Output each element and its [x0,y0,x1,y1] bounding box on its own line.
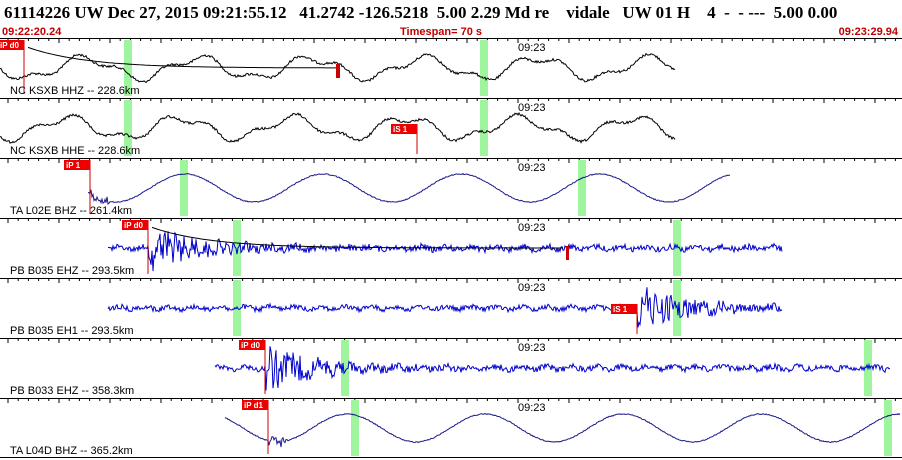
phase-pick-box[interactable] [122,220,148,230]
green-marker [480,40,488,96]
phase-pick-label: iS 1 [393,125,408,134]
phase-pick-label: iP d0 [241,341,261,350]
green-marker [351,400,359,456]
trace-row[interactable]: iP d0 09:23 PB B035 EHZ -- 293.5km [0,218,902,277]
trace-time-label: 09:23 [518,222,546,234]
waveform [107,231,783,272]
green-marker [578,160,586,216]
coda-curve [151,226,563,249]
station-label: NC KSXB HHZ -- 228.6km [10,85,140,97]
phase-pick-box[interactable] [239,340,265,350]
waveform [0,52,676,84]
seismogram-panel[interactable]: iP d0 09:23 NC KSXB HHZ -- 228.6km iS 1 09:2… [0,38,902,460]
waveform [0,111,676,144]
event-summary-title: 61114226 UW Dec 27, 2015 09:21:55.12 41.… [4,3,838,22]
trace-time-label: 09:23 [518,282,546,294]
station-label: NC KSXB HHE -- 228.6km [10,145,140,157]
phase-pick-box[interactable] [391,124,417,134]
green-marker [124,40,132,96]
green-marker [180,160,188,216]
phase-pick-box[interactable] [242,400,268,410]
event-header: 61114226 UW Dec 27, 2015 09:21:55.12 41.… [0,0,902,40]
timespan-label: Timespan= 70 s [400,26,483,38]
phase-pick-label: iP 1 [66,161,81,170]
phase-pick-box[interactable] [611,304,637,314]
trace-row[interactable]: iS 1 09:23 NC KSXB HHE -- 228.6km [0,98,902,157]
amplitude-marker [566,246,569,260]
phase-pick-label: iS 1 [613,305,628,314]
trace-row[interactable]: iP d1 09:23 TA L04D BHZ -- 365.2km [0,398,902,457]
phase-pick-label: iP d1 [244,401,264,410]
green-marker [233,280,241,336]
phase-pick-label: iP d0 [0,41,20,50]
trace-row[interactable]: iP d0 09:23 NC KSXB HHZ -- 228.6km [0,38,902,97]
station-label: TA L02E BHZ -- 261.4km [10,205,132,217]
trace-row[interactable]: iS 1 09:23 PB B035 EH1 -- 293.5km [0,278,902,337]
coda-curve [27,46,340,69]
waveform [87,172,731,205]
amplitude-marker [336,64,340,78]
trace-row[interactable]: iP 1 09:23 TA L02E BHZ -- 261.4km [0,158,902,217]
trace-time-label: 09:23 [518,342,546,354]
green-marker [124,100,132,156]
trace-time-label: 09:23 [518,102,546,114]
trace-time-label: 09:23 [518,402,546,414]
phase-pick-box[interactable] [64,160,90,170]
green-marker [233,220,241,276]
station-label: PB B033 EHZ -- 358.3km [10,385,134,397]
station-label: PB B035 EH1 -- 293.5km [10,325,134,337]
trace-time-label: 09:23 [518,162,546,174]
waveform [107,287,783,328]
green-marker [480,100,488,156]
green-marker [884,400,892,456]
green-marker [341,340,349,396]
waveform [224,413,901,448]
end-time-label: 09:23:29.94 [838,26,898,38]
phase-pick-label: iP d0 [124,221,144,230]
trace-time-label: 09:23 [518,42,546,54]
green-marker [673,220,681,276]
station-label: PB B035 EHZ -- 293.5km [10,265,134,277]
station-label: TA L04D BHZ -- 365.2km [10,445,133,457]
phase-pick-box[interactable] [0,40,24,50]
trace-row[interactable]: iP d0 09:23 PB B033 EHZ -- 358.3km [0,338,902,397]
start-time-label: 09:22:20.24 [2,26,62,38]
waveform [214,346,891,391]
